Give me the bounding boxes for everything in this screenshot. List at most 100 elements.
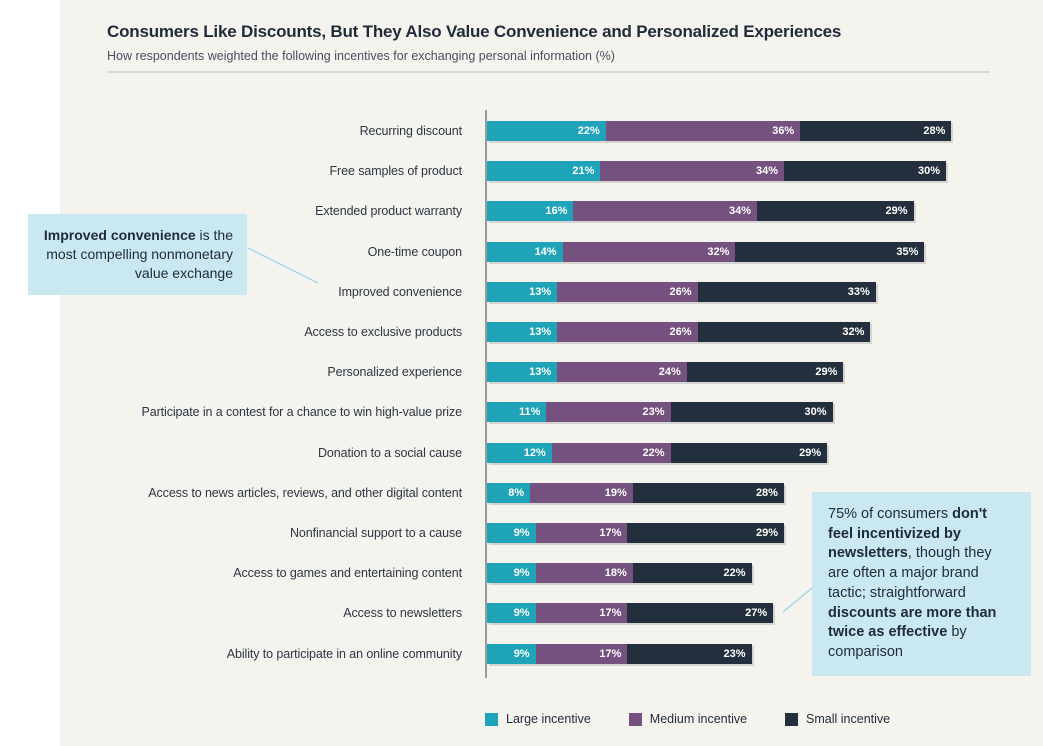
bar-value-label: 32% xyxy=(707,245,730,258)
left-callout: Improved convenience is the most compell… xyxy=(28,214,247,296)
bar-value-label: 29% xyxy=(755,526,778,539)
bar-value-label: 17% xyxy=(599,607,622,620)
chart-legend: Large incentive Medium incentive Small i… xyxy=(485,712,890,726)
bar-segment-small: 28% xyxy=(632,482,784,503)
bar-segment-large: 21% xyxy=(487,161,601,182)
bar-value-label: 27% xyxy=(745,607,768,620)
chart-title: Consumers Like Discounts, But They Also … xyxy=(107,22,842,41)
bar-segment-large: 22% xyxy=(487,121,606,142)
category-label: Nonfinancial support to a cause xyxy=(289,525,462,540)
bar-segment-small: 32% xyxy=(697,322,871,343)
bar-value-label: 8% xyxy=(508,486,525,499)
stacked-bar: 13% 26% 32% xyxy=(487,322,871,343)
bar-segment-large: 8% xyxy=(487,482,531,503)
bar-segment-small: 30% xyxy=(783,161,946,182)
stacked-bar: 22% 36% 28% xyxy=(487,121,952,142)
category-label: Participate in a contest for a chance to… xyxy=(141,405,463,420)
bar-segment-medium: 26% xyxy=(557,322,698,343)
bar-value-label: 34% xyxy=(728,205,751,218)
bar-segment-small: 29% xyxy=(627,522,784,543)
bar-value-label: 22% xyxy=(642,446,665,459)
bar-segment-small: 35% xyxy=(735,241,925,262)
bar-segment-large: 13% xyxy=(487,362,558,383)
bar-segment-medium: 34% xyxy=(573,201,757,222)
stacked-bar: 9% 17% 23% xyxy=(487,643,752,664)
chart-row: One-time coupon 14% 32% 35% xyxy=(0,232,1043,272)
bar-value-label: 33% xyxy=(847,285,870,298)
right-callout: 75% of consumers don't feel incentivized… xyxy=(812,492,1031,676)
callout-text: is the most compelling nonmonetary value… xyxy=(46,227,233,282)
bar-value-label: 35% xyxy=(896,245,919,258)
stacked-bar: 12% 22% 29% xyxy=(487,442,828,463)
legend-swatch-medium-icon xyxy=(628,712,642,726)
bar-value-label: 30% xyxy=(804,406,827,419)
bar-value-label: 29% xyxy=(885,205,908,218)
stacked-bar: 13% 26% 33% xyxy=(487,281,876,302)
bar-segment-large: 13% xyxy=(487,281,558,302)
bar-segment-medium: 22% xyxy=(551,442,671,463)
bar-segment-large: 9% xyxy=(487,603,536,624)
bar-segment-small: 27% xyxy=(627,603,774,624)
bar-value-label: 12% xyxy=(523,446,546,459)
bar-segment-small: 23% xyxy=(627,643,752,664)
bar-value-label: 9% xyxy=(513,526,530,539)
bar-value-label: 18% xyxy=(604,567,627,580)
bar-value-label: 17% xyxy=(599,526,622,539)
stacked-bar: 11% 23% 30% xyxy=(487,402,833,423)
bar-segment-medium: 36% xyxy=(605,121,801,142)
chart-row: Access to newsletters 9% 17% 27% xyxy=(0,593,1043,633)
bar-value-label: 14% xyxy=(534,245,557,258)
bar-segment-small: 29% xyxy=(756,201,914,222)
bar-segment-large: 9% xyxy=(487,522,536,543)
chart-row: Ability to participate in an online comm… xyxy=(0,633,1043,673)
bar-value-label: 11% xyxy=(518,406,541,419)
bar-segment-large: 11% xyxy=(487,402,547,423)
stacked-bar: 14% 32% 35% xyxy=(487,241,925,262)
bar-value-label: 13% xyxy=(529,285,552,298)
chart-row: Extended product warranty 16% 34% 29% xyxy=(0,191,1043,231)
header-divider xyxy=(107,71,990,73)
stacked-bar: 13% 24% 29% xyxy=(487,362,844,383)
bar-segment-large: 9% xyxy=(487,563,536,584)
legend-label: Large incentive xyxy=(506,712,591,726)
callout-text: discounts are more than twice as effecti… xyxy=(828,604,997,641)
bar-value-label: 9% xyxy=(513,647,530,660)
bar-value-label: 28% xyxy=(923,125,946,138)
chart-row: Access to news articles, reviews, and ot… xyxy=(0,473,1043,513)
chart-row: Participate in a contest for a chance to… xyxy=(0,392,1043,432)
chart-row: Recurring discount 22% 36% 28% xyxy=(0,111,1043,151)
category-label: Access to games and entertaining content xyxy=(233,566,462,581)
chart-row: Nonfinancial support to a cause 9% 17% 29% xyxy=(0,513,1043,553)
legend-label: Medium incentive xyxy=(649,712,748,726)
bar-value-label: 22% xyxy=(577,125,600,138)
chart-header: Consumers Like Discounts, But They Also … xyxy=(107,22,997,63)
category-label: Free samples of product xyxy=(329,164,463,179)
chart-row: Donation to a social cause 12% 22% 29% xyxy=(0,433,1043,473)
stacked-bar: 9% 17% 27% xyxy=(487,603,774,624)
bar-segment-medium: 34% xyxy=(600,161,784,182)
callout-text: , though they are often a major brand ta… xyxy=(828,545,992,601)
bar-value-label: 24% xyxy=(658,366,681,379)
category-label: Personalized experience xyxy=(327,365,462,380)
legend-swatch-small-icon xyxy=(785,712,799,726)
bar-value-label: 34% xyxy=(755,165,778,178)
callout-text: Improved convenience xyxy=(43,227,196,243)
bar-segment-small: 33% xyxy=(697,281,876,302)
bar-value-label: 9% xyxy=(513,567,530,580)
bar-segment-small: 22% xyxy=(632,563,752,584)
bar-value-label: 36% xyxy=(772,125,795,138)
bar-value-label: 28% xyxy=(755,486,778,499)
legend-swatch-large-icon xyxy=(485,712,498,726)
chart-row: Personalized experience 13% 24% 29% xyxy=(0,352,1043,392)
bar-value-label: 17% xyxy=(599,647,622,660)
bar-segment-medium: 17% xyxy=(535,643,628,664)
legend-item-medium-incentive: Medium incentive xyxy=(628,712,748,726)
bar-value-label: 26% xyxy=(669,285,692,298)
legend-label: Small incentive xyxy=(806,712,891,726)
bar-value-label: 29% xyxy=(799,446,822,459)
bar-value-label: 22% xyxy=(723,567,746,580)
bar-value-label: 19% xyxy=(604,486,627,499)
callout-text: don't feel incentivized by newsletters xyxy=(828,506,987,562)
bar-segment-large: 14% xyxy=(487,241,563,262)
